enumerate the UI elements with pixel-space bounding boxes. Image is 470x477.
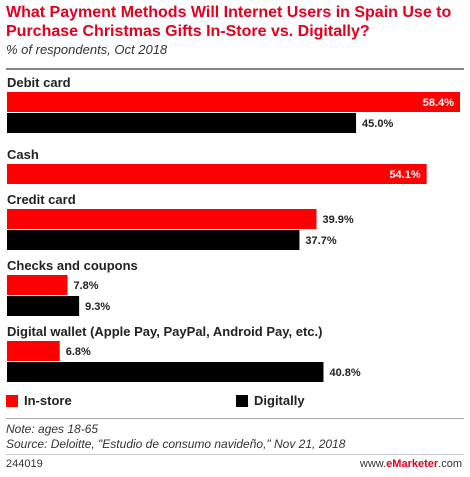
value-label-in-store-debit-card: 58.4%: [423, 97, 454, 109]
value-label-in-store-digital-wallet-apple: 6.8%: [66, 346, 91, 358]
bar-digitally-credit-card: [7, 230, 300, 250]
brand-link[interactable]: www.eMarketer.com: [360, 458, 462, 470]
legend-swatch-in-store: [6, 394, 18, 407]
category-label-checks-and-coupons: Checks and coupons: [7, 258, 138, 273]
chart-title: What Payment Methods Will Internet Users…: [6, 4, 452, 40]
legend-swatch-digitally: [236, 394, 248, 407]
bar-in-store-digital-wallet-apple: [7, 341, 60, 361]
bar-digitally-checks-and-coupons: [7, 296, 80, 316]
bar-digitally-digital-wallet-apple: [7, 362, 324, 382]
legend-item-digitally: Digitally: [236, 393, 305, 408]
bar-in-store-cash: [7, 164, 427, 184]
category-label-digital-wallet-apple-pay-paypa: Digital wallet (Apple Pay, PayPal, Andro…: [7, 324, 322, 339]
category-label-debit-card: Debit card: [7, 75, 71, 90]
category-label-credit-card: Credit card: [7, 192, 76, 207]
bar-in-store-credit-card: [7, 209, 317, 229]
top-divider: [6, 68, 464, 70]
source-text: Source: Deloitte, "Estudio de consumo na…: [6, 437, 346, 451]
notes: Note: ages 18-65 Source: Deloitte, "Estu…: [6, 422, 345, 452]
bar-in-store-debit-card: [7, 92, 460, 112]
chart-subtitle: % of respondents, Oct 2018: [6, 42, 168, 57]
bar-in-store-checks-and-coupons: [7, 275, 68, 295]
legend-label-in-store: In-store: [24, 393, 72, 408]
note-text: Note: ages 18-65: [6, 422, 99, 436]
legend: In-store Digitally: [6, 393, 464, 411]
chart-id: 244019: [6, 458, 43, 470]
value-label-in-store-cash: 54.1%: [389, 169, 420, 181]
brand-suffix: .com: [438, 458, 462, 470]
value-label-digitally-checks-and-coupons: 9.3%: [85, 301, 110, 313]
legend-divider: [6, 418, 464, 419]
footer-divider: [6, 454, 464, 455]
category-label-cash: Cash: [7, 147, 39, 162]
bar-chart: Debit card 58.4% 45.0% Cash 54.1% Credit card…: [7, 75, 460, 382]
value-label-digitally-digital-wallet-apple: 40.8%: [329, 367, 360, 379]
value-label-in-store-checks-and-coupons: 7.8%: [74, 280, 99, 292]
legend-label-digitally: Digitally: [254, 393, 305, 408]
brand-accent: eMarketer: [386, 458, 439, 470]
value-label-digitally-credit-card: 37.7%: [305, 235, 336, 247]
value-label-in-store-credit-card: 39.9%: [322, 214, 353, 226]
legend-item-in-store: In-store: [6, 393, 72, 408]
bar-digitally-debit-card: [7, 113, 357, 133]
brand-prefix: www.: [359, 458, 387, 470]
value-label-digitally-debit-card: 45.0%: [362, 118, 393, 130]
